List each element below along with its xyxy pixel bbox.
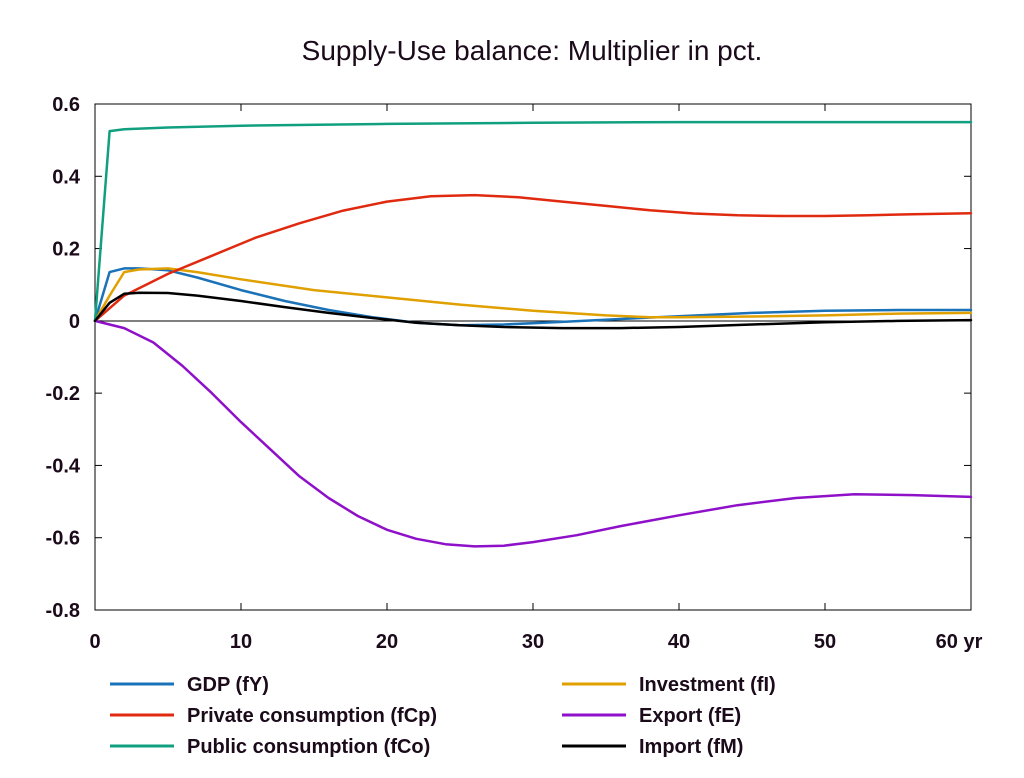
- x-tick-label: 50: [814, 631, 836, 653]
- x-tick-label: 0: [89, 631, 100, 653]
- y-tick-label: -0.2: [46, 383, 80, 405]
- y-tick-label: 0.6: [52, 94, 80, 116]
- y-axis: 0.6 0.4 0.2 0 -0.2 -0.4 -0.6 -0.8: [46, 94, 971, 622]
- legend-label-investment-fi: Investment (fI): [639, 674, 776, 696]
- y-tick-label: 0.2: [52, 239, 80, 261]
- chart-title: Supply-Use balance: Multiplier in pct.: [302, 35, 763, 66]
- x-tick-label: 20: [376, 631, 398, 653]
- legend: GDP (fY) Investment (fI) Private consumpti…: [110, 674, 776, 758]
- x-tick-label: 10: [230, 631, 252, 653]
- y-tick-label: -0.4: [46, 455, 81, 477]
- legend-label-export-fe: Export (fE): [639, 705, 741, 727]
- x-tick-label: 40: [668, 631, 690, 653]
- legend-label-private-consumption-fcp: Private consumption (fCp): [187, 705, 437, 727]
- series-line-private-consumption-fcp: [93, 193, 973, 323]
- legend-label-import-fm: Import (fM): [639, 736, 743, 758]
- plot-area: [94, 103, 972, 611]
- legend-label-gdp-fy: GDP (fY): [187, 674, 269, 696]
- x-tick-label: 30: [522, 631, 544, 653]
- legend-label-public-consumption-fco: Public consumption (fCo): [187, 736, 430, 758]
- y-tick-label: -0.8: [46, 600, 80, 622]
- series-line-export-fe: [93, 319, 973, 548]
- x-tick-label: 60 yr: [936, 631, 983, 653]
- y-tick-label: 0: [69, 311, 80, 333]
- series-line-public-consumption-fco: [93, 120, 973, 323]
- y-tick-label: -0.6: [46, 528, 80, 550]
- series-line-import-fm: [93, 291, 973, 330]
- series-line-investment-fi: [93, 267, 973, 323]
- x-axis: 0 10 20 30 40 50 60 yr: [89, 104, 983, 653]
- y-tick-label: 0.4: [52, 166, 81, 188]
- series-lines: [93, 120, 973, 548]
